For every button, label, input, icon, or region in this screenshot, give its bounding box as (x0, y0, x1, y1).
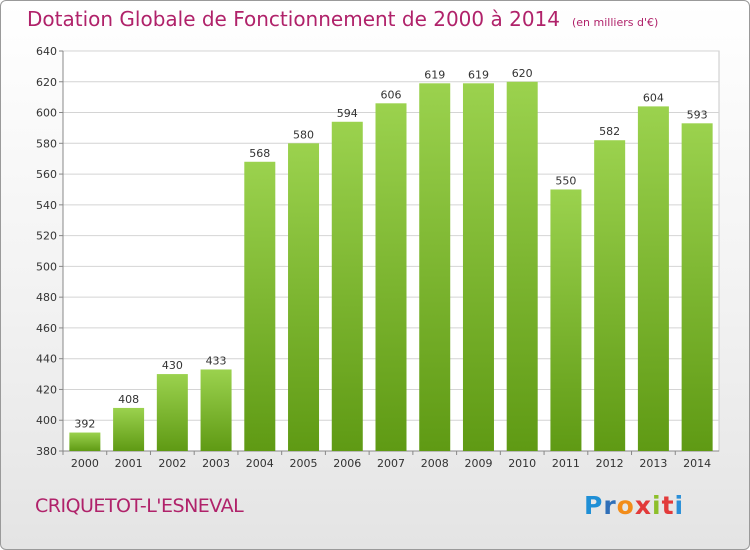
y-tick-label: 480 (36, 291, 57, 304)
x-tick-label: 2013 (639, 457, 667, 470)
bar-value-label: 593 (687, 108, 708, 121)
bar-value-label: 582 (599, 125, 620, 138)
x-tick-label: 2004 (246, 457, 274, 470)
bar-value-label: 408 (118, 393, 139, 406)
bar (69, 432, 101, 451)
chart-title: Dotation Globale de Fonctionnement de 20… (27, 7, 658, 31)
bar (113, 407, 145, 451)
commune-name: CRIQUETOT-L'ESNEVAL (35, 495, 244, 517)
y-tick-label: 560 (36, 168, 57, 181)
bar-value-label: 550 (555, 174, 576, 187)
bar (506, 81, 538, 452)
bar-value-label: 568 (249, 147, 270, 160)
bar (244, 161, 276, 451)
y-tick-label: 420 (36, 383, 57, 396)
x-tick-label: 2009 (464, 457, 492, 470)
y-tick-label: 520 (36, 230, 57, 243)
bar (681, 123, 713, 452)
y-tick-label: 440 (36, 353, 57, 366)
bar-value-label: 594 (337, 107, 358, 120)
y-tick-label: 500 (36, 260, 57, 273)
y-tick-label: 640 (36, 45, 57, 58)
x-tick-label: 2000 (71, 457, 99, 470)
bar (637, 106, 669, 451)
bar (550, 189, 582, 451)
x-tick-label: 2006 (333, 457, 361, 470)
x-tick-label: 2014 (683, 457, 711, 470)
proxiti-logo: Proxiti (584, 491, 685, 520)
x-tick-label: 2008 (421, 457, 449, 470)
bar (462, 83, 494, 452)
y-tick-label: 380 (36, 445, 57, 458)
bar (419, 83, 451, 452)
bar-value-label: 433 (206, 354, 227, 367)
title-text: Dotation Globale de Fonctionnement de 20… (27, 7, 560, 31)
bar (200, 369, 232, 451)
x-tick-label: 2001 (115, 457, 143, 470)
x-tick-label: 2010 (508, 457, 536, 470)
bar (331, 121, 363, 452)
x-tick-label: 2005 (290, 457, 318, 470)
bar-value-label: 620 (512, 67, 533, 80)
bar-value-label: 580 (293, 128, 314, 141)
bar-value-label: 392 (74, 418, 95, 431)
x-tick-label: 2003 (202, 457, 230, 470)
y-tick-label: 400 (36, 414, 57, 427)
bar (288, 143, 320, 452)
y-tick-label: 600 (36, 107, 57, 120)
bar-value-label: 606 (381, 88, 402, 101)
bar-value-label: 619 (468, 68, 489, 81)
x-tick-label: 2007 (377, 457, 405, 470)
bar (594, 140, 626, 451)
x-tick-label: 2011 (552, 457, 580, 470)
bar-value-label: 604 (643, 91, 664, 104)
units-label: (en milliers d'€) (572, 16, 659, 29)
y-tick-label: 540 (36, 199, 57, 212)
bar-value-label: 430 (162, 359, 183, 372)
y-tick-label: 580 (36, 137, 57, 150)
x-tick-label: 2012 (596, 457, 624, 470)
y-tick-label: 620 (36, 76, 57, 89)
bar-value-label: 619 (424, 68, 445, 81)
y-tick-label: 460 (36, 322, 57, 335)
bar (375, 103, 407, 452)
bar (156, 374, 188, 451)
x-tick-label: 2002 (158, 457, 186, 470)
